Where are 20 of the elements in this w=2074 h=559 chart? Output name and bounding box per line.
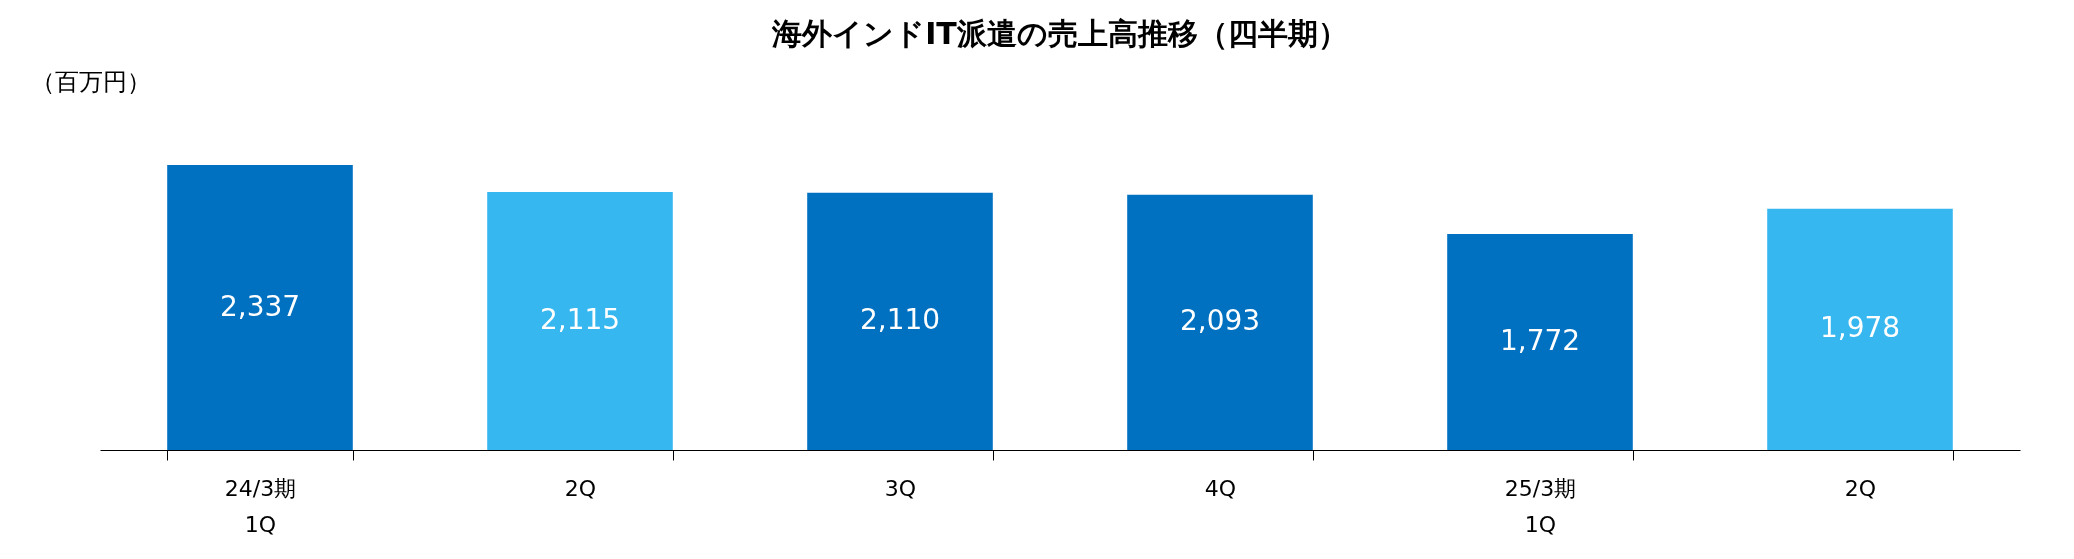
data-label: 2,115 <box>539 303 621 337</box>
bar <box>807 192 993 450</box>
x-tick-label: 24/3期 1Q <box>224 475 297 537</box>
bar <box>167 165 353 450</box>
data-label: 2,093 <box>1179 304 1261 338</box>
bar <box>1447 233 1633 450</box>
data-label: 1,978 <box>1819 311 1901 345</box>
bar <box>487 192 673 450</box>
chart-title: 海外インドIT派遣の売上高推移（四半期） <box>771 16 1348 51</box>
data-label: 2,337 <box>219 289 301 323</box>
x-tick-label: 2Q <box>1844 475 1877 501</box>
x-tick-label: 4Q <box>1204 475 1237 501</box>
bar <box>1767 208 1953 450</box>
x-tick-label: 25/3期 1Q <box>1504 475 1577 537</box>
x-tick-label: 2Q <box>564 475 597 501</box>
x-tick-label: 3Q <box>884 475 917 501</box>
data-label: 1,772 <box>1499 323 1581 357</box>
data-label: 2,110 <box>859 303 941 337</box>
y-axis-title: （百万円） <box>30 67 151 96</box>
bar <box>1127 194 1313 450</box>
